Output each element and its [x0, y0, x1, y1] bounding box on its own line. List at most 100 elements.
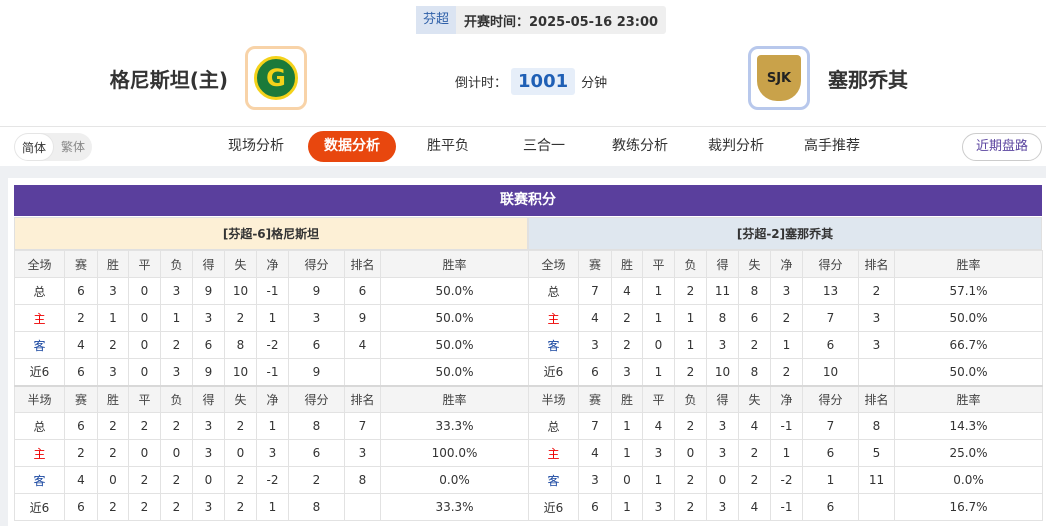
home-name: 格尼斯坦(主) — [109, 68, 228, 92]
cell: 33.3% — [380, 412, 529, 440]
cell: 1 — [642, 304, 675, 332]
cell: 0 — [128, 439, 161, 467]
tab[interactable]: 教练分析 — [612, 138, 668, 154]
recent-odds-button[interactable]: 近期盘路 — [962, 133, 1042, 161]
cell: 2 — [160, 331, 193, 359]
league[interactable]: 芬超 — [416, 6, 457, 34]
cell: 66.7% — [894, 331, 1043, 359]
cell: 2 — [160, 493, 193, 521]
column-header: 胜 — [97, 384, 129, 413]
cell: 2 — [770, 304, 803, 332]
cell: 3 — [578, 331, 612, 359]
tab[interactable]: 三合一 — [523, 138, 565, 154]
cell: 2 — [674, 493, 707, 521]
cell: 3 — [256, 439, 289, 467]
cell: 8 — [224, 331, 257, 359]
cell: 1 — [802, 466, 859, 494]
column-header: 平 — [642, 384, 675, 413]
cell: 客 — [14, 466, 65, 494]
cell: 2 — [97, 493, 129, 521]
stats-row: 总 6 3 0 3 9 10 -1 9 6 50.0% — [14, 277, 529, 305]
tab[interactable]: 高手推荐 — [804, 138, 860, 154]
cell: 8 — [288, 493, 345, 521]
cell: 总 — [528, 412, 579, 440]
cell: 0 — [642, 331, 675, 359]
cell: 16.7% — [894, 493, 1043, 521]
column-header: 全场 — [14, 250, 65, 278]
cell: -2 — [256, 466, 289, 494]
cell: 2 — [738, 331, 771, 359]
column-header: 赛 — [578, 384, 612, 413]
column-header: 胜率 — [894, 250, 1043, 278]
cell: 2 — [674, 277, 707, 305]
column-header: 赛 — [578, 250, 612, 278]
column-header: 得 — [706, 250, 739, 278]
divider — [0, 126, 1046, 127]
countdown: 倒计时： 1001 分钟 — [455, 68, 607, 95]
cell: 57.1% — [894, 277, 1043, 305]
cell: 2 — [64, 304, 98, 332]
cell: 4 — [344, 331, 381, 359]
cell: 1 — [674, 331, 707, 359]
script-toggle: 简体 繁体 — [14, 133, 93, 161]
cell: 33.3% — [380, 493, 529, 521]
column-header: 失 — [224, 250, 257, 278]
column-header: 全场 — [528, 250, 579, 278]
script-option[interactable]: 繁体 — [61, 140, 86, 154]
cell: 7 — [578, 412, 612, 440]
cell: 13 — [802, 277, 859, 305]
cell: 3 — [858, 331, 895, 359]
cell: 9 — [288, 277, 345, 305]
cell: 6 — [64, 358, 98, 386]
cell: -1 — [770, 493, 803, 521]
script-option[interactable]: 简体 — [14, 133, 55, 161]
team-standings: [芬超-6]格尼斯坦 全场赛胜平负得失净得分 排名 胜率总 6 3 0 3 9 10 -1 9 6 50.… — [14, 217, 529, 521]
cell: 3 — [192, 412, 225, 440]
cell: 近6 — [14, 358, 65, 386]
cell: 0 — [160, 439, 193, 467]
cell: 2 — [770, 358, 803, 386]
column-header: 得分 — [802, 384, 859, 413]
tab[interactable]: 现场分析 — [228, 138, 284, 154]
column-header: 平 — [642, 250, 675, 278]
cell: 10 — [802, 358, 859, 386]
cell: 2 — [611, 331, 643, 359]
countdown-value: 1001 — [511, 68, 576, 95]
cell: 10 — [224, 358, 257, 386]
cell: 8 — [738, 277, 771, 305]
cell — [344, 358, 381, 386]
column-header: 失 — [224, 384, 257, 413]
cell: 总 — [528, 277, 579, 305]
cell: 4 — [64, 466, 98, 494]
away-name: 塞那乔其 — [828, 68, 908, 92]
cell: 近6 — [528, 493, 579, 521]
cell: 3 — [770, 277, 803, 305]
stats-row: 近6 6 3 1 2 10 8 2 10 50.0% — [528, 358, 1043, 386]
cell: 2 — [160, 412, 193, 440]
column-header: 排名 — [858, 250, 895, 278]
cell: 3 — [642, 439, 675, 467]
column-header: 胜率 — [894, 384, 1043, 413]
cell: 3 — [706, 412, 739, 440]
cell: 6 — [64, 412, 98, 440]
cell: 1 — [256, 493, 289, 521]
tab[interactable]: 数据分析 — [308, 131, 396, 162]
cell: 2 — [97, 439, 129, 467]
cell: 8 — [738, 358, 771, 386]
stats-row: 客 4 2 0 2 6 8 -2 6 4 50.0% — [14, 331, 529, 359]
cell: 近6 — [528, 358, 579, 386]
cell: 3 — [192, 439, 225, 467]
column-header: 胜率 — [380, 384, 529, 413]
cell: 1 — [642, 358, 675, 386]
column-header: 胜 — [611, 384, 643, 413]
tab[interactable]: 胜平负 — [427, 138, 469, 154]
tab[interactable]: 裁判分析 — [708, 138, 764, 154]
cell: 0.0% — [380, 466, 529, 494]
column-header: 得分 — [288, 250, 345, 278]
cell: 2 — [97, 412, 129, 440]
home-logo-text: G — [254, 56, 298, 100]
cell: 25.0% — [894, 439, 1043, 467]
cell: 4 — [611, 277, 643, 305]
cell: 50.0% — [380, 358, 529, 386]
